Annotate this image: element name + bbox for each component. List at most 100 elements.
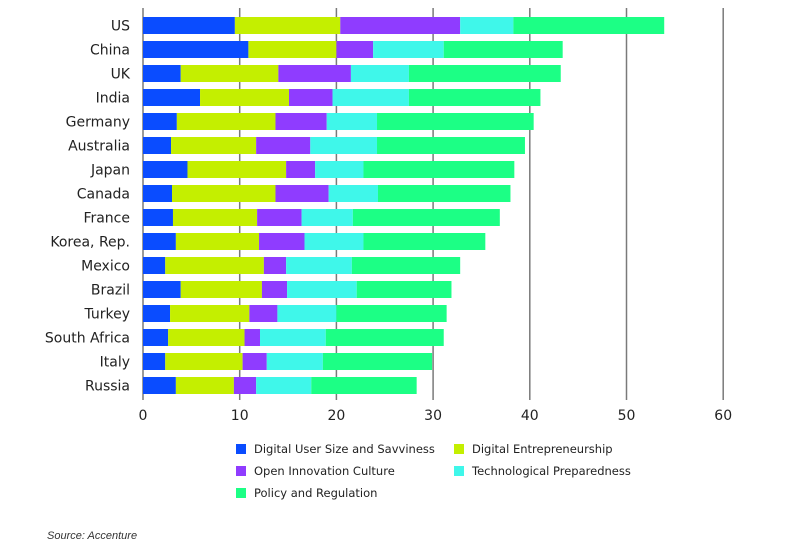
- legend-item-policy-and-regulation: Policy and Regulation: [236, 486, 377, 500]
- x-tick-label: 30: [424, 408, 442, 424]
- bar-segment: [315, 161, 364, 178]
- x-tick-label: 20: [327, 408, 345, 424]
- bar-segment: [143, 65, 181, 82]
- bar-segment: [286, 161, 316, 178]
- category-label: China: [90, 43, 130, 59]
- bar-segment: [244, 329, 261, 346]
- bar-segment: [259, 233, 305, 250]
- category-label: Mexico: [81, 259, 130, 275]
- bar-segment: [377, 113, 534, 130]
- bar-segment: [352, 209, 500, 226]
- category-label: UK: [111, 67, 131, 83]
- bar-segment: [336, 305, 447, 322]
- x-tick-label: 40: [521, 408, 539, 424]
- bar-segment: [328, 185, 378, 202]
- bar-segment: [286, 257, 352, 274]
- legend-label: Policy and Regulation: [254, 486, 378, 500]
- bar-segment: [143, 17, 235, 34]
- bar-segment: [377, 185, 511, 202]
- bar-segment: [325, 329, 444, 346]
- legend-label: Digital User Size and Savviness: [254, 442, 435, 456]
- bar-segment: [200, 89, 290, 106]
- bar-segment: [180, 281, 262, 298]
- bar-segment: [275, 113, 327, 130]
- bar-segment: [180, 65, 279, 82]
- legend-label: Digital Entrepreneurship: [472, 442, 613, 456]
- bar-segment: [363, 233, 486, 250]
- bar-segment: [143, 161, 188, 178]
- legend-item-technological-preparedness: Technological Preparedness: [454, 464, 631, 478]
- bar-segment: [256, 137, 311, 154]
- bar-segment: [408, 89, 541, 106]
- category-label: Turkey: [83, 307, 130, 323]
- bar-segment: [143, 233, 176, 250]
- bar-segment: [143, 209, 173, 226]
- bar-segment: [249, 305, 278, 322]
- bar-segment: [373, 41, 444, 58]
- x-tick-labels: 0 10 20 30 40 50 60: [139, 408, 733, 424]
- bar-segment: [171, 137, 257, 154]
- bar-segment: [311, 377, 417, 394]
- bar-segment: [340, 17, 461, 34]
- bar-segment: [266, 353, 323, 370]
- bar-segment: [278, 65, 351, 82]
- bar-segment: [187, 161, 287, 178]
- bar-segment: [176, 113, 276, 130]
- category-label: India: [96, 91, 130, 107]
- category-label: Korea, Rep.: [50, 235, 130, 251]
- bar-segment: [377, 137, 525, 154]
- bar-segment: [143, 353, 166, 370]
- category-label: France: [83, 211, 130, 227]
- bar-segment: [277, 305, 337, 322]
- category-label: US: [111, 19, 130, 35]
- bar-segment: [287, 281, 357, 298]
- bar-segment: [256, 377, 312, 394]
- bar-segment: [332, 89, 409, 106]
- category-labels: US China UK India Germany Australia Japan Canad…: [45, 19, 131, 395]
- x-tick-label: 10: [231, 408, 249, 424]
- bar-segment: [172, 209, 258, 226]
- bar-segment: [263, 257, 287, 274]
- source-note: Source: Accenture: [47, 530, 138, 542]
- bar-segment: [275, 185, 329, 202]
- category-label: Germany: [66, 115, 130, 131]
- bar-segment: [143, 281, 181, 298]
- bar-segment: [336, 41, 374, 58]
- bar-segment: [143, 41, 249, 58]
- category-label: Russia: [85, 379, 130, 395]
- bar-segment: [143, 185, 173, 202]
- bar-segment: [248, 41, 337, 58]
- bar-segment: [143, 305, 171, 322]
- bar-segment: [168, 329, 245, 346]
- bar-segment: [257, 209, 302, 226]
- bar-segment: [351, 257, 461, 274]
- bar-segment: [233, 377, 257, 394]
- legend-label: Technological Preparedness: [472, 464, 631, 478]
- category-label: Italy: [100, 355, 130, 371]
- legend-swatch: [454, 466, 464, 476]
- bar-segment: [363, 161, 515, 178]
- bar-segment: [143, 89, 201, 106]
- x-tick-label: 0: [139, 408, 148, 424]
- bar-segment: [170, 305, 250, 322]
- bar-segment: [460, 17, 514, 34]
- bar-segment: [513, 17, 665, 34]
- category-label: Brazil: [91, 283, 130, 299]
- bar-segment: [242, 353, 267, 370]
- bar-segment: [443, 41, 563, 58]
- bar-segment: [175, 233, 260, 250]
- bars: [143, 17, 665, 394]
- category-label: Japan: [90, 163, 130, 179]
- category-label: Canada: [77, 187, 130, 203]
- bar-segment: [350, 65, 409, 82]
- bar-segment: [261, 281, 288, 298]
- category-label: Australia: [68, 139, 130, 155]
- bar-segment: [289, 89, 333, 106]
- bar-segment: [165, 257, 264, 274]
- legend-swatch: [236, 444, 246, 454]
- bar-segment: [408, 65, 561, 82]
- x-tick-label: 60: [714, 408, 732, 424]
- bar-segment: [234, 17, 341, 34]
- bar-segment: [143, 113, 177, 130]
- legend-item-open-innovation-culture: Open Innovation Culture: [236, 464, 395, 478]
